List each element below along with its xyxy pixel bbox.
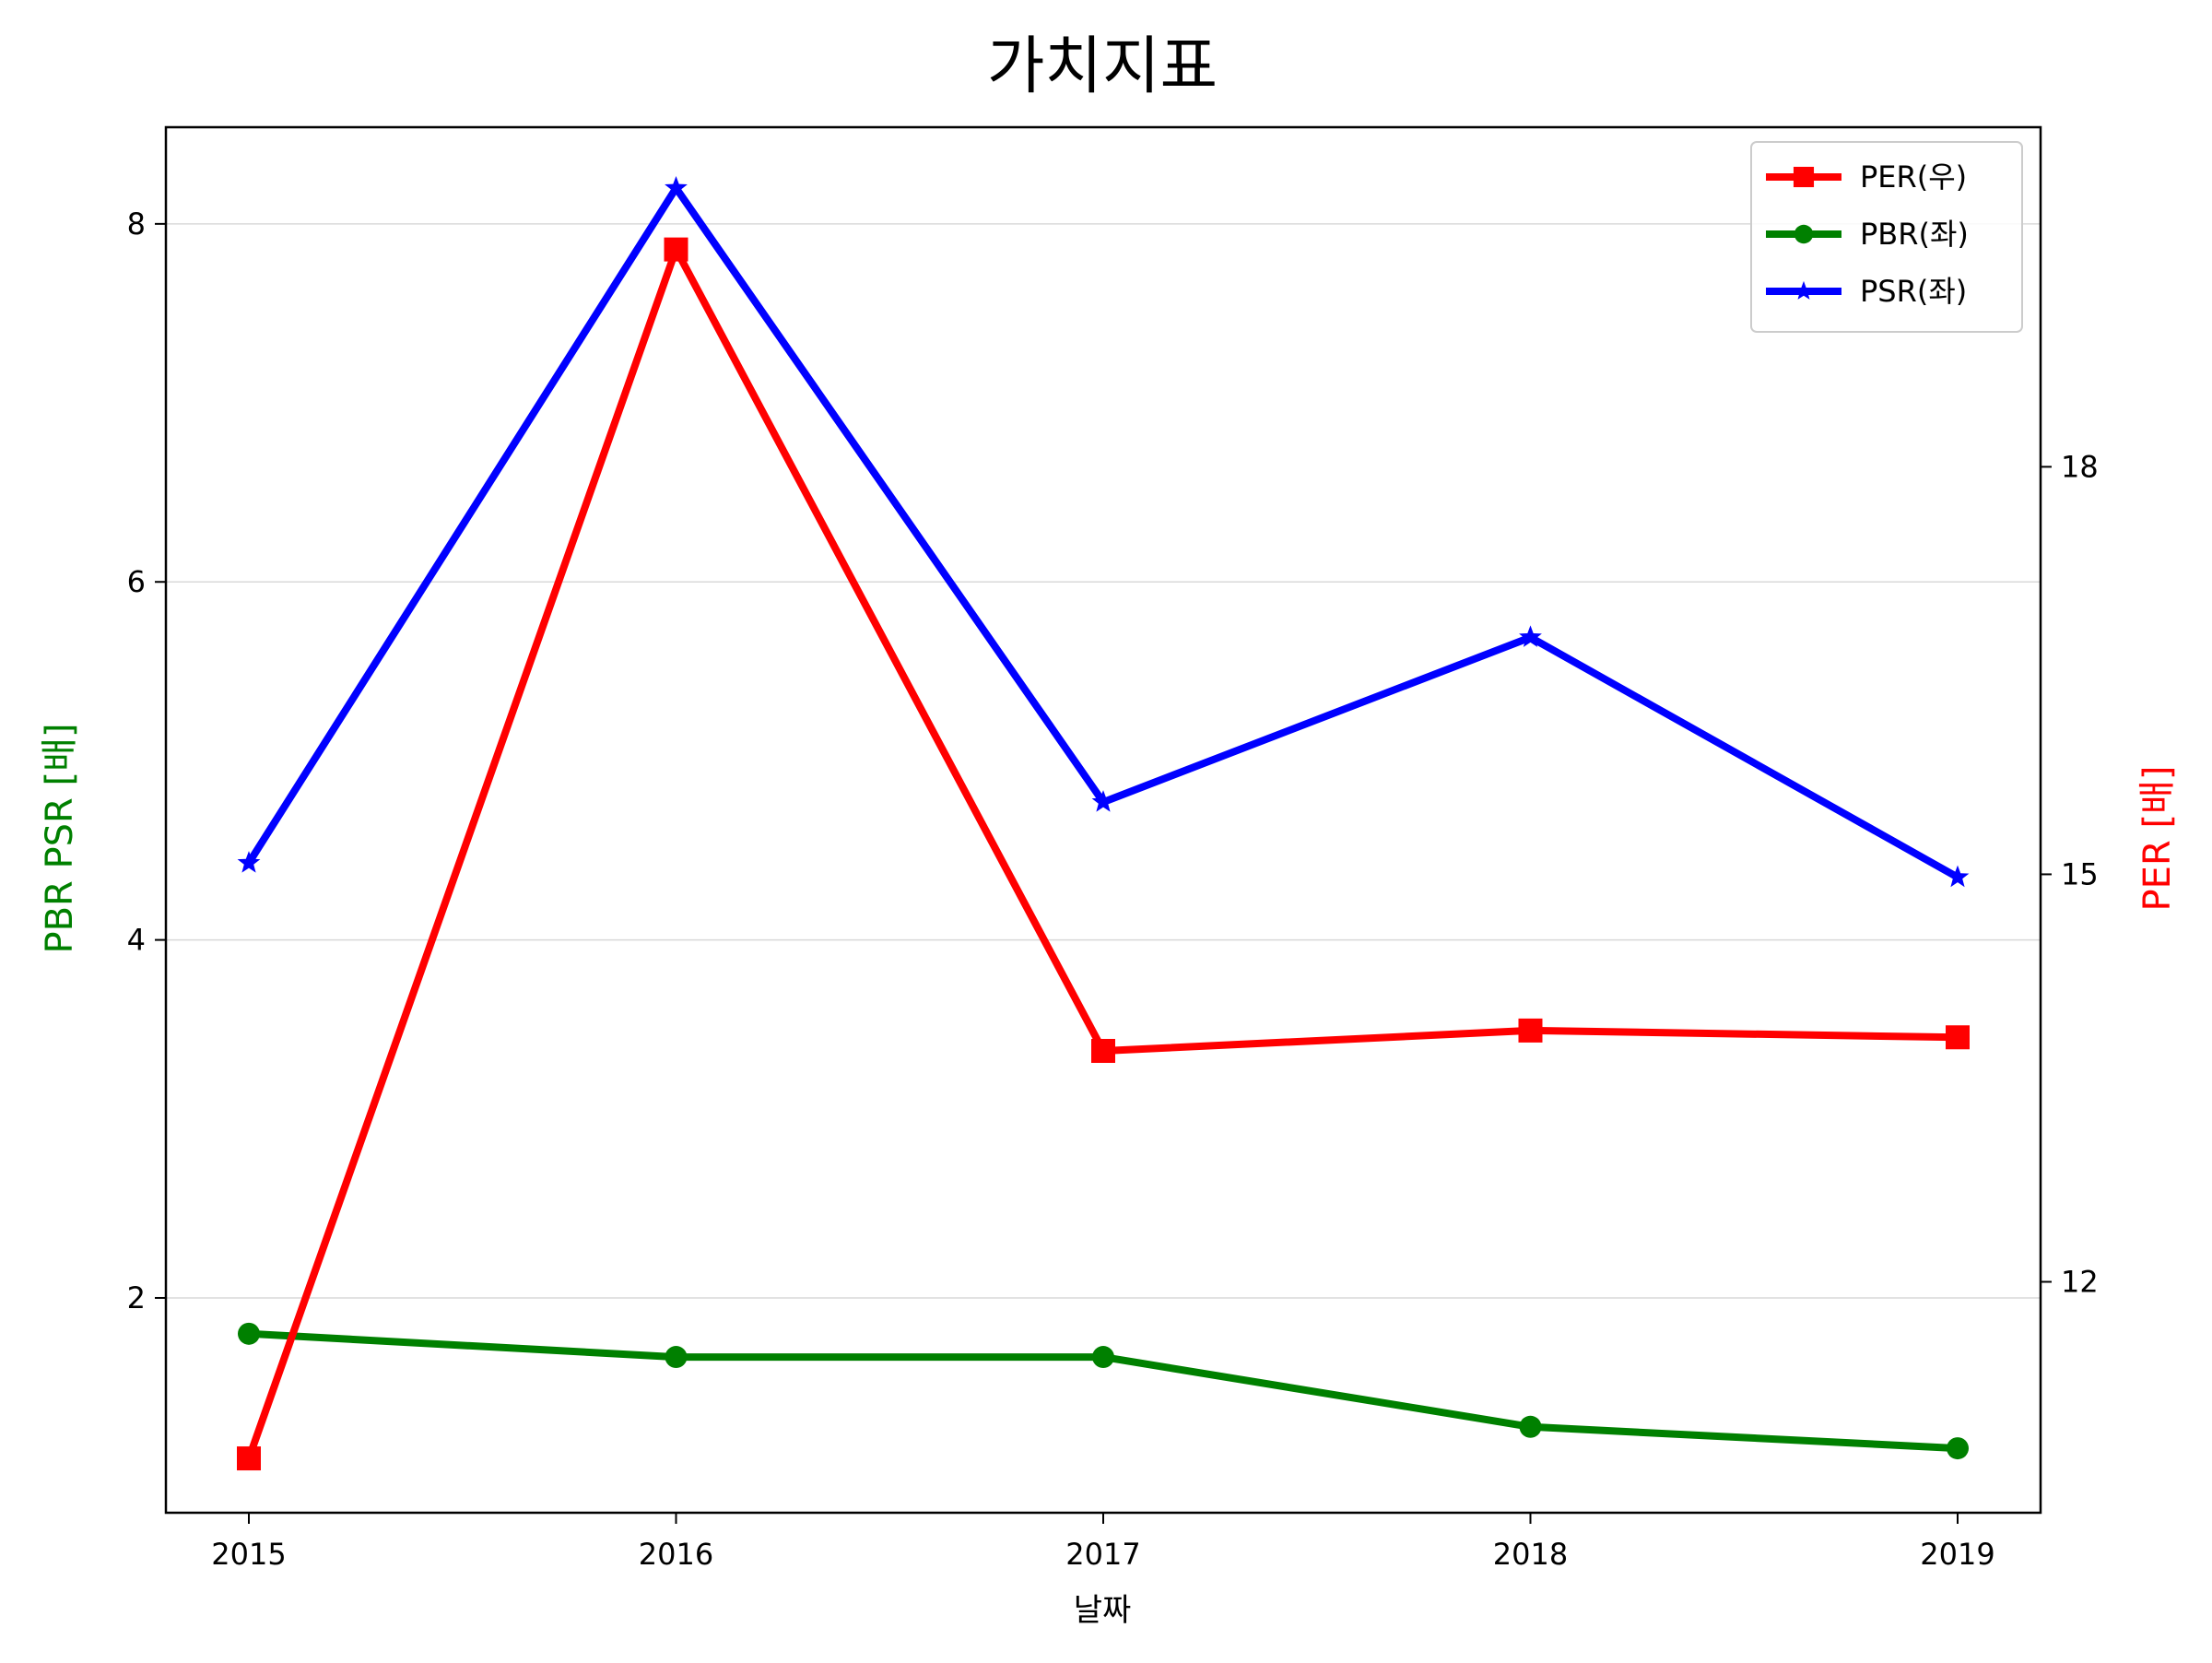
gridlines xyxy=(166,223,2041,1299)
axes: 2015 2016 2017 2018 2019 2 4 6 8 12 15 18 xyxy=(127,206,2099,1572)
plot-frame xyxy=(164,125,2042,1515)
y-axis-left-label: PBR PSR [배] xyxy=(39,723,81,953)
y-left-tick-label: 6 xyxy=(127,564,146,599)
y-right-tick-label: 18 xyxy=(2061,449,2099,484)
series-layer xyxy=(237,176,1970,1471)
data-point xyxy=(1091,1039,1115,1063)
legend-label: PER(우) xyxy=(1860,159,1967,195)
data-point xyxy=(664,237,688,262)
series-1 xyxy=(238,1322,1969,1460)
y-right-tick-label: 12 xyxy=(2061,1265,2099,1300)
data-point xyxy=(665,176,688,198)
data-point xyxy=(1091,790,1115,812)
series-0 xyxy=(237,237,1970,1471)
y-right-tick-label: 15 xyxy=(2061,856,2099,891)
x-tick-label: 2019 xyxy=(1920,1537,1994,1572)
legend-label: PSR(좌) xyxy=(1860,274,1967,309)
data-point xyxy=(1092,1346,1114,1369)
x-axis-label: 날짜 xyxy=(1074,1592,1132,1629)
y-axis-right-label: PER [배] xyxy=(2136,766,2179,912)
data-point xyxy=(1947,1437,1969,1460)
legend-label: PBR(좌) xyxy=(1860,217,1969,252)
series-line xyxy=(245,184,1961,881)
series-line xyxy=(245,245,1961,1463)
legend-marker xyxy=(1794,224,1814,244)
legend-box xyxy=(1750,141,2023,333)
y-left-tick-label: 4 xyxy=(127,923,146,958)
data-point xyxy=(1519,1415,1542,1438)
x-tick-label: 2015 xyxy=(211,1537,286,1572)
x-tick-label: 2017 xyxy=(1065,1537,1140,1572)
chart-title: 가치지표 xyxy=(987,30,1218,103)
data-point xyxy=(237,851,261,873)
data-point xyxy=(1519,625,1542,647)
data-point xyxy=(237,1446,261,1471)
data-point xyxy=(665,1346,688,1369)
y-left-tick-label: 8 xyxy=(127,206,146,242)
y-left-tick-label: 2 xyxy=(127,1280,146,1315)
x-tick-label: 2018 xyxy=(1493,1537,1568,1572)
legend-marker xyxy=(1794,280,1814,300)
x-tick-label: 2016 xyxy=(639,1537,713,1572)
legend-marker xyxy=(1793,166,1815,188)
data-point xyxy=(1946,865,1970,888)
series-2 xyxy=(237,176,1970,888)
data-point xyxy=(1518,1018,1543,1043)
data-point xyxy=(238,1322,260,1345)
legend: PER(우) PBR(좌) PSR(좌) xyxy=(1750,141,2023,333)
data-point xyxy=(1946,1025,1970,1050)
